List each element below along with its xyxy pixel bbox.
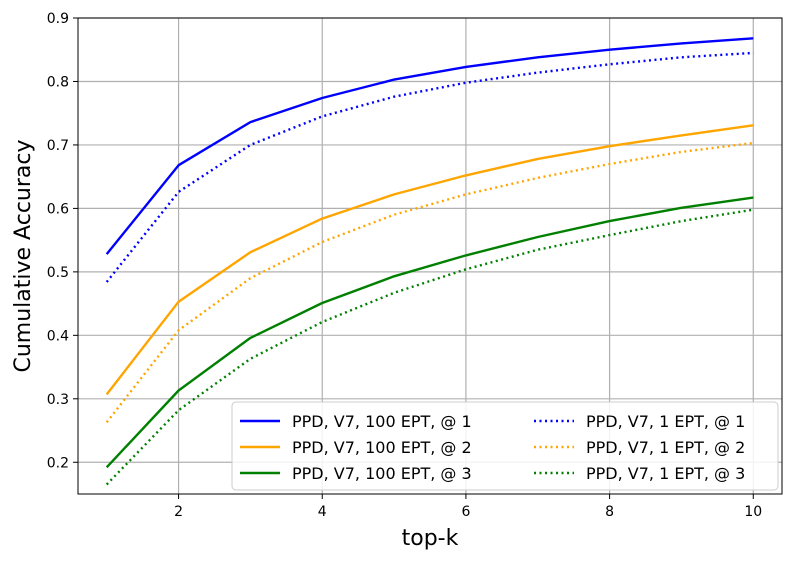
legend-label: PPD, V7, 1 EPT, @ 2 (586, 438, 745, 457)
y-tick-label: 0.4 (47, 328, 69, 344)
y-tick-label: 0.8 (47, 74, 69, 90)
x-tick-label: 10 (744, 504, 762, 520)
y-tick-label: 0.3 (47, 392, 69, 408)
y-axis-label: Cumulative Accuracy (11, 140, 36, 373)
series-line-1 (105, 37, 754, 255)
legend-box (231, 401, 779, 491)
legend: PPD, V7, 100 EPT, @ 1 PPD, V7, 100 EPT, @… (231, 401, 779, 491)
series-layer (105, 37, 754, 486)
x-tick-label: 4 (318, 504, 327, 520)
y-tick-label: 0.2 (47, 455, 69, 471)
series-line-5 (105, 141, 754, 424)
legend-label: PPD, V7, 1 EPT, @ 3 (586, 464, 745, 483)
x-tick-label: 2 (174, 504, 183, 520)
y-tick-label: 0.9 (47, 11, 69, 27)
y-tick-label: 0.5 (47, 265, 69, 281)
x-tick-label: 8 (605, 504, 614, 520)
y-tick-label: 0.6 (47, 201, 69, 217)
tick-layer: 2 4 6 8 10 0.2 0.3 0.4 0.5 0.6 0.7 0.8 0.9 (47, 11, 762, 520)
y-tick-label: 0.7 (47, 138, 69, 154)
legend-label: PPD, V7, 1 EPT, @ 1 (586, 412, 745, 431)
series-line-2 (105, 124, 754, 396)
legend-label: PPD, V7, 100 EPT, @ 1 (292, 412, 472, 431)
legend-label: PPD, V7, 100 EPT, @ 3 (292, 464, 472, 483)
x-axis-label: top-k (402, 526, 459, 551)
plot-frame (77, 17, 783, 495)
series-line-3 (105, 196, 754, 469)
x-tick-label: 6 (461, 504, 470, 520)
legend-label: PPD, V7, 100 EPT, @ 2 (292, 438, 472, 457)
series-line-4 (105, 51, 754, 283)
